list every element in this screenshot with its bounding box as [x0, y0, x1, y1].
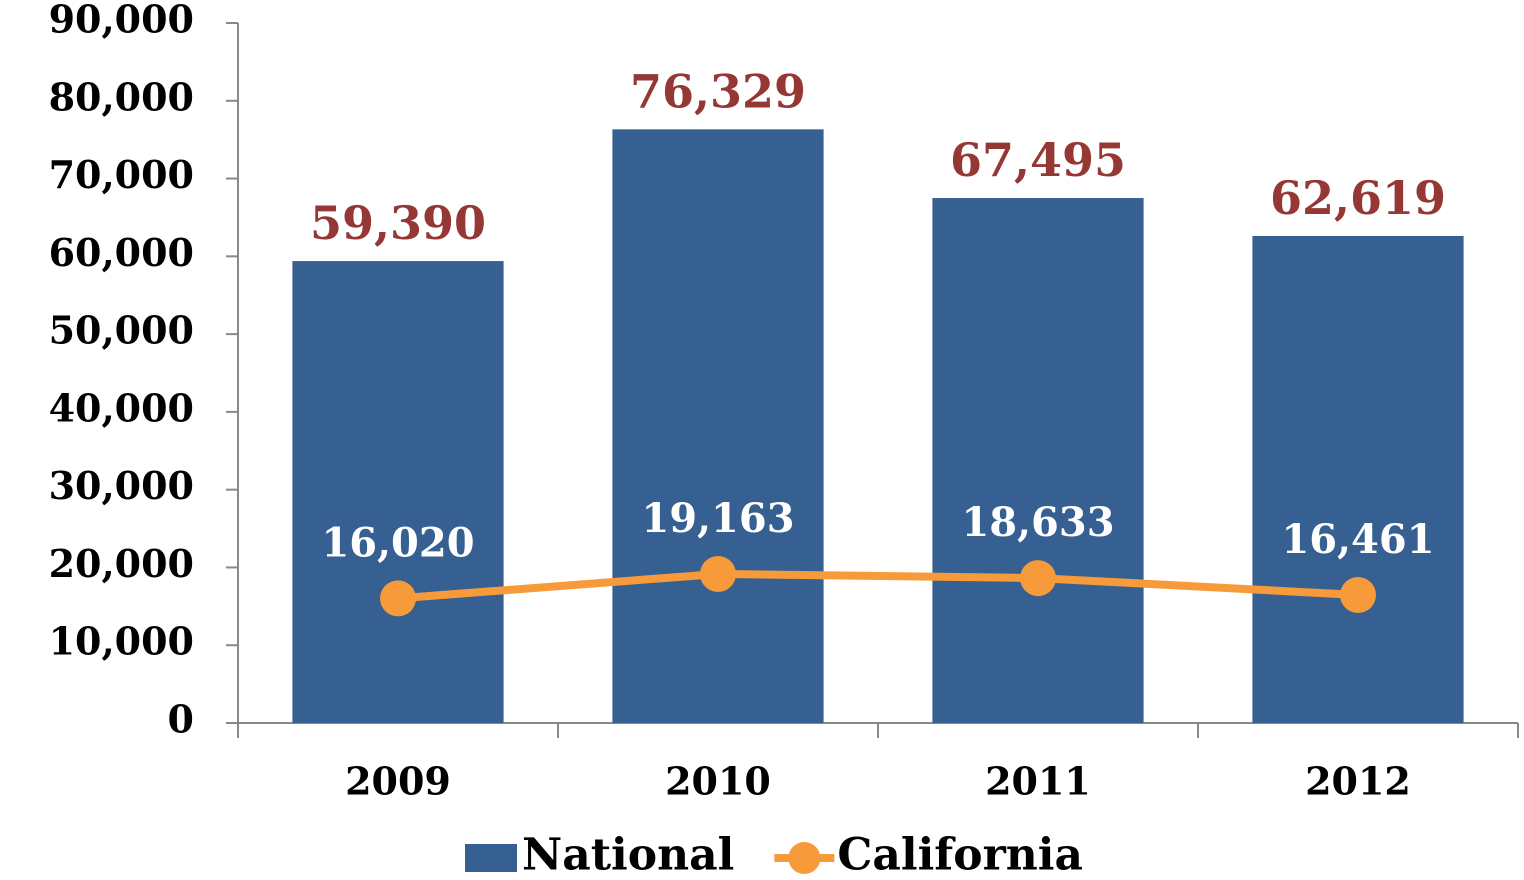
line-marker	[1020, 560, 1056, 597]
line-marker	[380, 580, 416, 617]
line-value-label: 16,020	[321, 519, 474, 566]
legend-label: National	[522, 830, 734, 880]
bar-value-label: 62,619	[1270, 171, 1446, 225]
x-tick-label: 2010	[665, 759, 771, 804]
line-marker	[1340, 576, 1376, 613]
bar	[1252, 235, 1464, 724]
y-tick-label: 80,000	[49, 74, 194, 119]
y-tick-label: 70,000	[49, 152, 194, 197]
legend-label: California	[837, 830, 1083, 880]
y-tick-label: 60,000	[49, 230, 194, 275]
line-marker	[700, 555, 736, 592]
bar-value-label: 59,390	[310, 196, 486, 250]
line-value-label: 19,163	[641, 495, 794, 542]
y-tick-label: 20,000	[49, 541, 194, 586]
x-tick-label: 2011	[985, 759, 1091, 804]
legend-swatch	[465, 844, 517, 872]
y-tick-label: 30,000	[49, 463, 194, 508]
bar	[612, 129, 824, 723]
x-tick-label: 2012	[1305, 759, 1411, 804]
line-value-label: 16,461	[1281, 516, 1434, 563]
bar	[292, 261, 504, 723]
line-value-label: 18,633	[961, 499, 1114, 546]
bar-value-label: 76,329	[630, 64, 806, 118]
legend-swatch-marker	[788, 842, 821, 874]
line	[397, 569, 1359, 603]
y-tick-label: 0	[168, 697, 194, 742]
y-tick-label: 50,000	[49, 308, 194, 353]
bar	[932, 198, 1144, 724]
y-tick-label: 10,000	[49, 619, 194, 664]
x-tick-label: 2009	[345, 759, 451, 804]
y-tick-label: 40,000	[49, 385, 194, 430]
y-tick-label: 90,000	[49, 0, 194, 42]
bar-value-label: 67,495	[950, 133, 1126, 187]
